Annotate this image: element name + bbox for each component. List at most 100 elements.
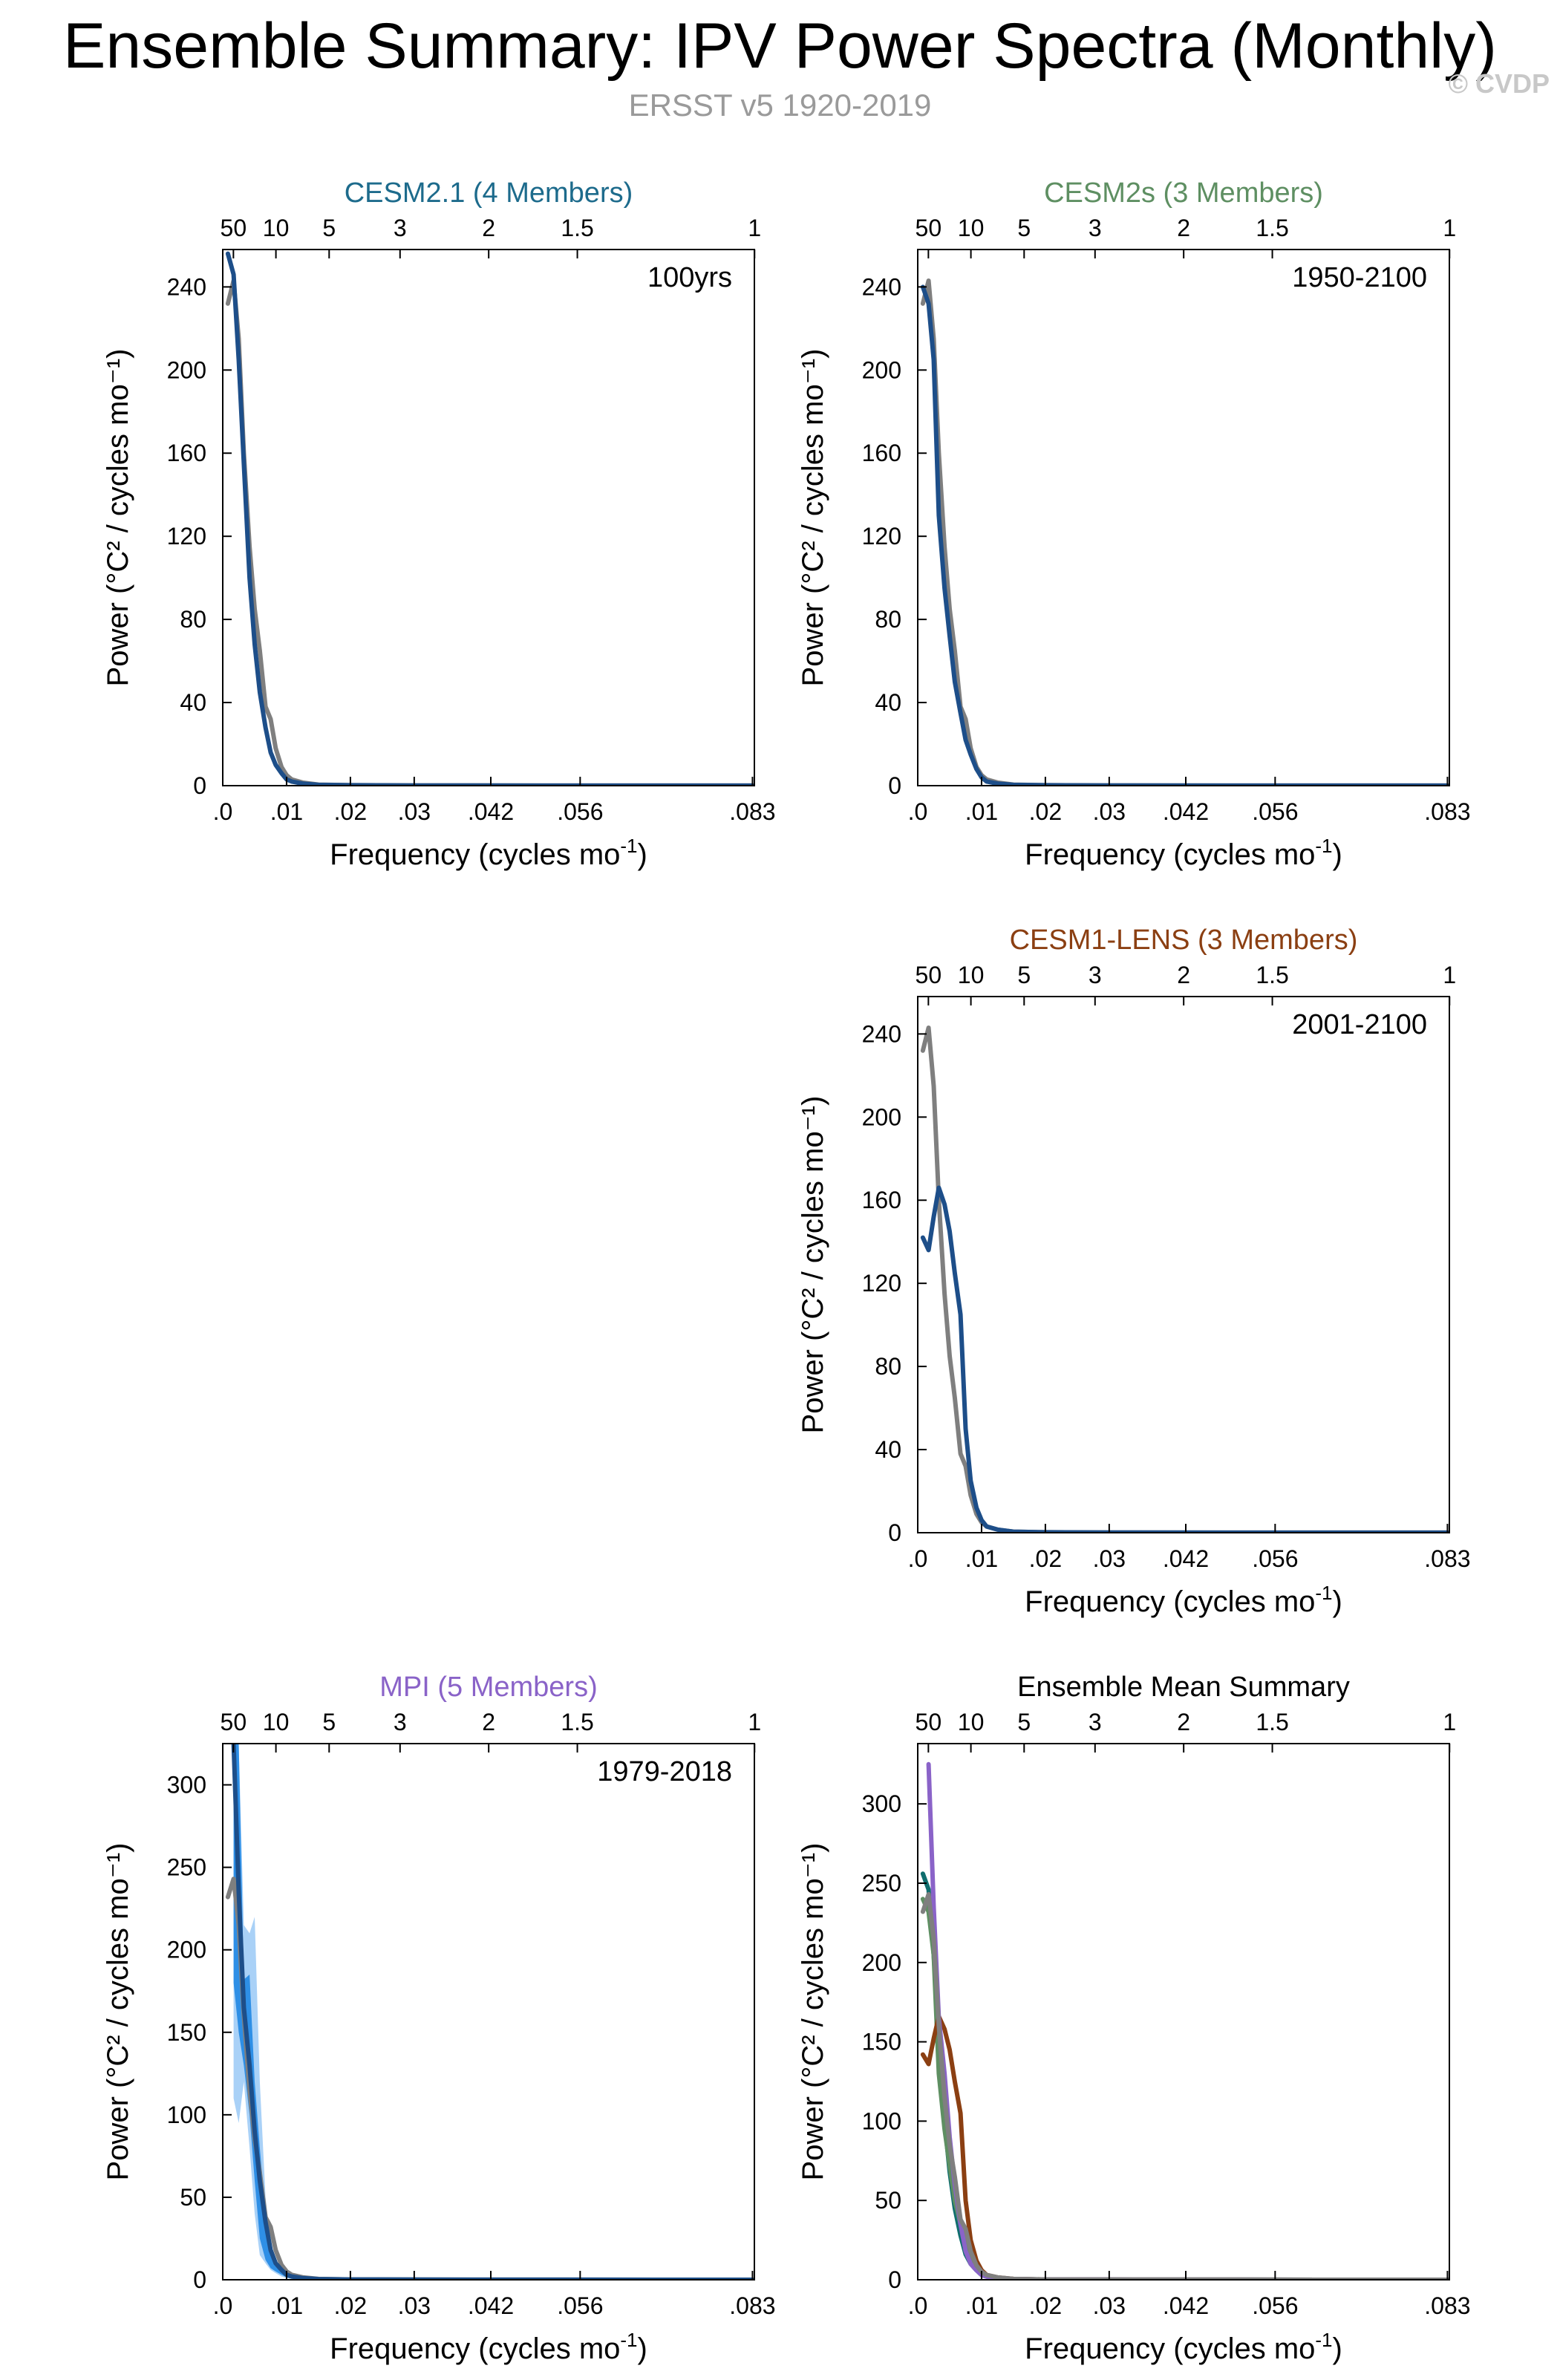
x-axis-label-sup: -1 <box>620 2329 637 2351</box>
x-tick-label: .03 <box>398 2292 431 2319</box>
y-tick-label: 100 <box>862 2107 901 2134</box>
y-tick-label: 40 <box>180 689 206 716</box>
x-axis-label-end: ) <box>1333 1585 1342 1618</box>
top-tick-label: 50 <box>221 215 247 241</box>
data-layer <box>225 1744 754 2280</box>
top-tick-label: 1 <box>1443 962 1456 988</box>
panel-title: CESM2s (3 Members) <box>1044 177 1323 209</box>
x-axis-label-main: Frequency (cycles mo <box>1025 1585 1315 1618</box>
top-tick-label: 1.5 <box>1256 1709 1288 1735</box>
x-tick-label: .0 <box>908 2292 928 2319</box>
top-tick-label: 5 <box>322 215 336 241</box>
x-axis-label-sup: -1 <box>1315 2329 1332 2351</box>
series-line-ersst-v5-observed- <box>920 1026 1449 1533</box>
top-tick-label: 3 <box>1089 962 1102 988</box>
series-line-ersst-v5-observed- <box>225 278 754 786</box>
figure-subtitle: ERSST v5 1920-2019 <box>628 88 932 123</box>
y-tick-label: 120 <box>862 523 901 550</box>
x-tick-label: .083 <box>729 2292 775 2319</box>
y-tick-label: 80 <box>875 1353 901 1380</box>
x-axis-label-end: ) <box>1333 838 1342 871</box>
x-axis-label-main: Frequency (cycles mo <box>330 838 620 871</box>
y-axis-label: Power (°C² / cycles mo⁻¹) <box>797 1096 829 1434</box>
x-tick-label: .056 <box>1252 2292 1298 2319</box>
x-tick-label: .02 <box>1029 798 1062 825</box>
x-tick-label: .03 <box>1093 798 1126 825</box>
panel-title: CESM1-LENS (3 Members) <box>1010 925 1358 956</box>
top-tick-label: 1.5 <box>561 215 593 241</box>
y-tick-label: 200 <box>862 1949 901 1976</box>
x-axis-label-sup: -1 <box>1315 835 1332 857</box>
top-tick-label: 50 <box>916 962 942 988</box>
x-tick-label: .0 <box>213 2292 233 2319</box>
y-tick-label: 80 <box>875 606 901 633</box>
x-tick-label: .0 <box>908 798 928 825</box>
y-tick-label: 200 <box>167 356 206 383</box>
x-axis-label-end: ) <box>638 838 647 871</box>
x-tick-label: .01 <box>965 1545 998 1572</box>
y-tick-label: 40 <box>875 689 901 716</box>
spread-band-2 <box>233 1744 303 2280</box>
plot-frame <box>222 249 755 786</box>
series-line-cesm2-1 <box>920 1871 1449 2280</box>
y-tick-label: 120 <box>167 523 206 550</box>
top-tick-label: 2 <box>482 1709 495 1735</box>
top-tick-label: 1.5 <box>1256 962 1288 988</box>
figure-title: Ensemble Summary: IPV Power Spectra (Mon… <box>63 10 1497 82</box>
top-tick-label: 2 <box>1177 1709 1190 1735</box>
y-tick-label: 240 <box>862 273 901 300</box>
series-line-ersst-v5-observed- <box>920 278 1449 786</box>
series-line-mpi <box>926 1761 1449 2280</box>
x-tick-label: .01 <box>965 2292 998 2319</box>
top-tick-label: 3 <box>1089 215 1102 241</box>
y-tick-label: 150 <box>167 2019 206 2046</box>
x-axis-label-main: Frequency (cycles mo <box>330 2332 620 2365</box>
top-tick-label: 5 <box>1017 962 1031 988</box>
top-tick-label: 50 <box>221 1709 247 1735</box>
top-tick-label: 1.5 <box>1256 215 1288 241</box>
x-axis-label: Frequency (cycles mo-1) <box>1025 2329 1342 2365</box>
top-tick-label: 3 <box>394 1709 407 1735</box>
y-tick-label: 0 <box>888 772 901 799</box>
series-line-mpi-ensemble-mean <box>231 1744 754 2280</box>
x-tick-label: .03 <box>398 798 431 825</box>
y-tick-label: 80 <box>180 606 206 633</box>
plot-frame <box>917 996 1450 1533</box>
y-tick-label: 300 <box>167 1772 206 1799</box>
y-axis-label: Power (°C² / cycles mo⁻¹) <box>102 349 134 687</box>
top-tick-label: 10 <box>263 215 290 241</box>
series-line-ersst-v5-observed- <box>225 1877 754 2280</box>
x-tick-label: .02 <box>1029 1545 1062 1572</box>
y-tick-label: 150 <box>862 2029 901 2055</box>
x-tick-label: .083 <box>1424 798 1470 825</box>
x-axis-label-end: ) <box>638 2332 647 2365</box>
top-tick-label: 10 <box>958 1709 985 1735</box>
top-tick-label: 1 <box>1443 1709 1456 1735</box>
top-tick-label: 3 <box>1089 1709 1102 1735</box>
y-axis-label: Power (°C² / cycles mo⁻¹) <box>797 349 829 687</box>
y-tick-label: 160 <box>167 440 206 466</box>
x-tick-label: .0 <box>213 798 233 825</box>
x-tick-label: .042 <box>1163 1545 1209 1572</box>
y-tick-label: 40 <box>875 1436 901 1463</box>
y-tick-label: 240 <box>862 1020 901 1047</box>
x-tick-label: .01 <box>965 798 998 825</box>
period-label: 2001-2100 <box>1292 1009 1427 1040</box>
series-line-cesm1-lens-ensemble-mean <box>920 1185 1449 1533</box>
y-tick-label: 200 <box>862 356 901 383</box>
period-label: 100yrs <box>647 262 732 293</box>
x-axis-label-main: Frequency (cycles mo <box>1025 2332 1315 2365</box>
y-tick-label: 0 <box>193 772 206 799</box>
y-tick-label: 250 <box>862 1870 901 1897</box>
x-axis-label-main: Frequency (cycles mo <box>1025 838 1315 871</box>
x-tick-label: .02 <box>334 798 367 825</box>
y-tick-label: 250 <box>167 1854 206 1881</box>
top-tick-label: 3 <box>394 215 407 241</box>
top-tick-label: 1 <box>748 215 761 241</box>
y-tick-label: 300 <box>862 1790 901 1817</box>
x-axis-label: Frequency (cycles mo-1) <box>330 2329 647 2365</box>
x-tick-label: .042 <box>1163 2292 1209 2319</box>
